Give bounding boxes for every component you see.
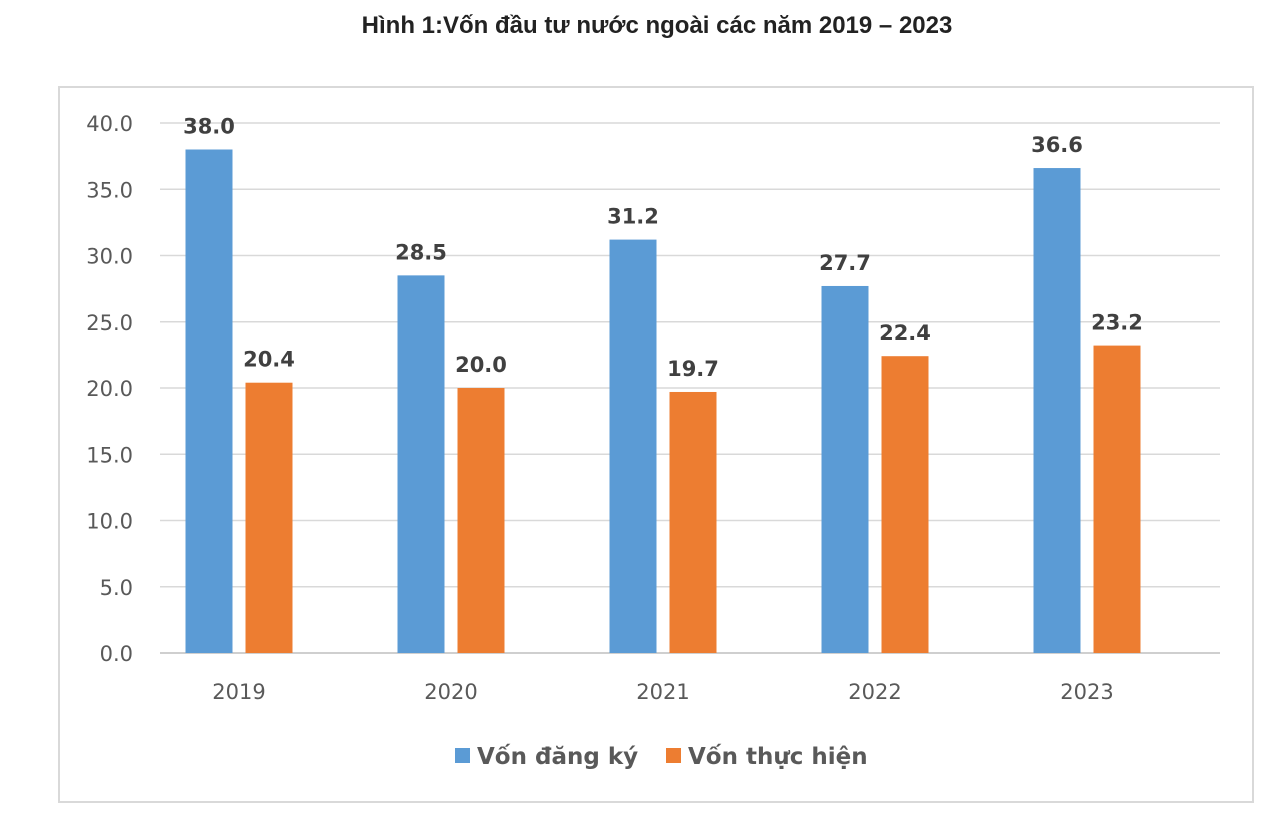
bar-registered [185,149,233,653]
y-tick-label: 40.0 [86,112,133,136]
bar-implemented [457,388,505,653]
bar-registered [397,275,445,653]
data-label: 28.5 [395,240,447,264]
x-tick-label: 2020 [424,680,477,704]
legend-label: Vốn thực hiện [688,743,868,770]
x-tick-label: 2021 [636,680,689,704]
bar-implemented [881,356,929,653]
x-tick-label: 2023 [1060,680,1113,704]
y-tick-label: 0.0 [100,642,133,666]
y-tick-label: 30.0 [86,245,133,269]
legend-label: Vốn đăng ký [477,743,638,770]
chart-title: Hình 1:Vốn đầu tư nước ngoài các năm 201… [361,12,953,39]
y-tick-label: 35.0 [86,178,133,202]
data-label: 23.2 [1091,311,1143,335]
chart-frame [58,86,1254,803]
x-tick-label: 2022 [848,680,901,704]
legend-swatch [666,748,681,763]
y-tick-label: 15.0 [86,443,133,467]
x-tick-label: 2019 [212,680,265,704]
y-tick-label: 20.0 [86,377,133,401]
y-tick-label: 5.0 [100,576,133,600]
data-label: 22.4 [879,321,931,345]
bar-registered [821,285,869,653]
data-label: 36.6 [1031,133,1083,157]
bar-implemented [1093,345,1141,653]
bar-registered [609,239,657,653]
y-tick-label: 10.0 [86,510,133,534]
bar-implemented [245,382,293,653]
data-label: 19.7 [667,357,719,381]
bar-registered [1033,168,1081,654]
y-tick-label: 25.0 [86,311,133,335]
data-label: 20.0 [455,353,507,377]
data-label: 31.2 [607,205,659,229]
data-label: 20.4 [243,348,295,372]
data-label: 27.7 [819,251,871,275]
bar-implemented [669,391,717,653]
data-label: 38.0 [183,115,235,139]
legend-swatch [455,748,470,763]
